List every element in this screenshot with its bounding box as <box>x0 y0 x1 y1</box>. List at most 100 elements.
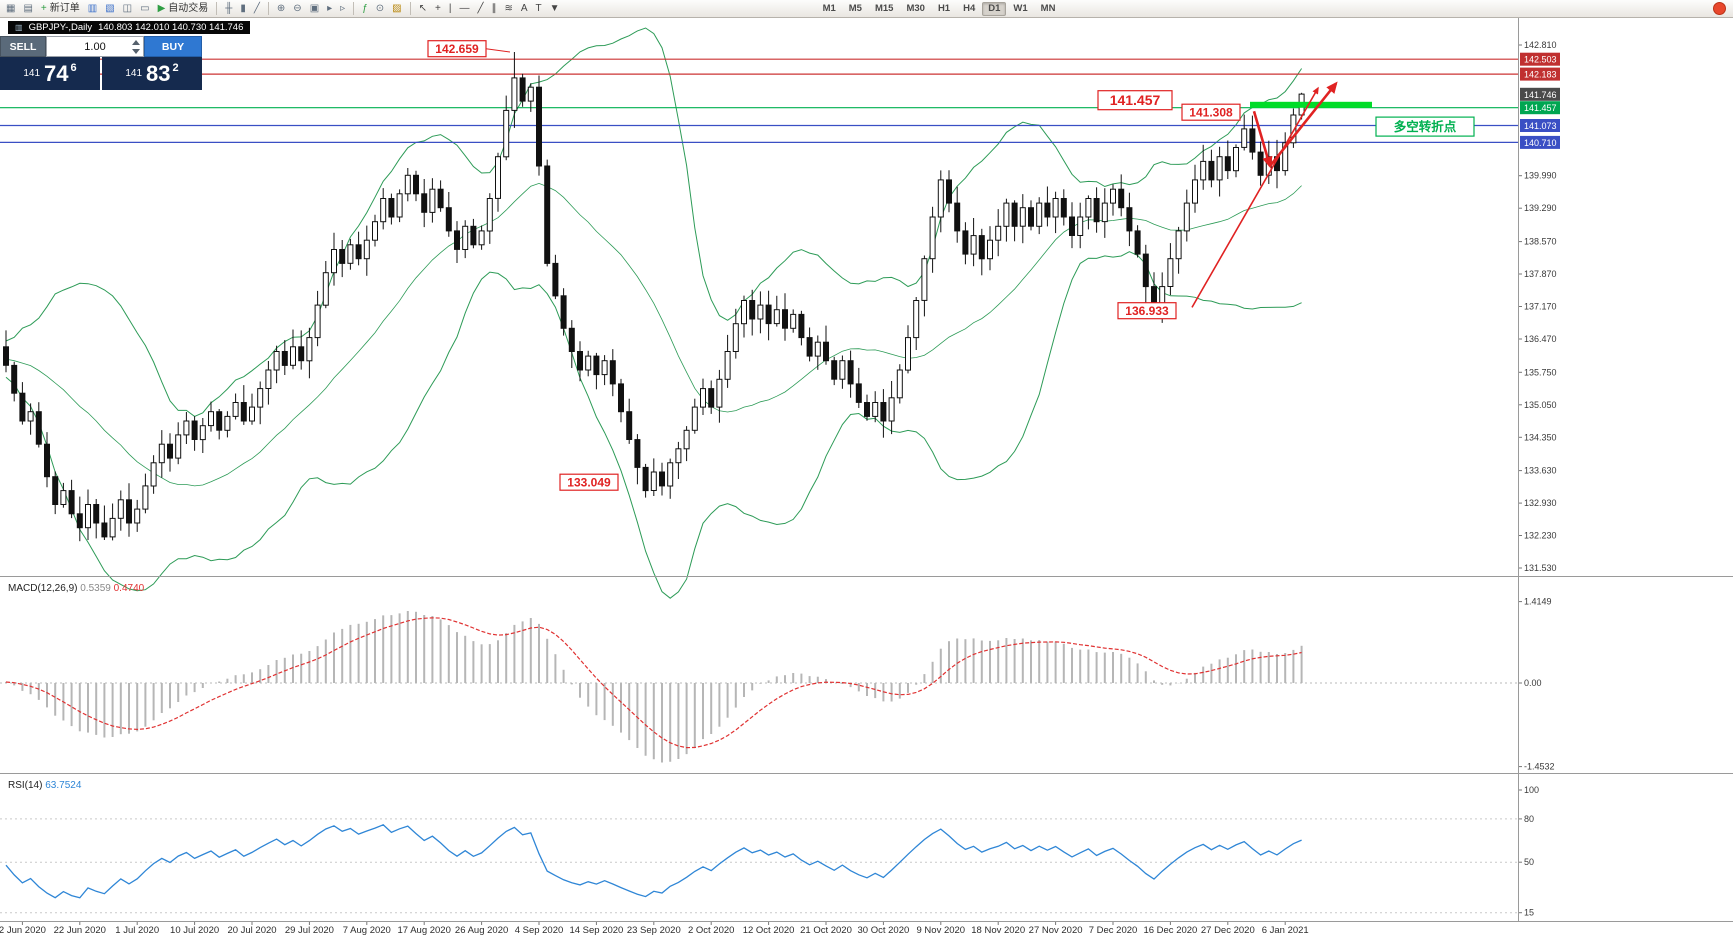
indicators-icon: ƒ <box>362 3 368 14</box>
indicators-icon[interactable]: ƒ <box>359 1 371 16</box>
line-chart-icon[interactable]: ╱ <box>251 1 263 16</box>
equidistant-channel-icon[interactable]: ∥ <box>488 1 499 16</box>
buy-price-big: 83 <box>146 60 171 86</box>
tile-windows-icon[interactable]: ▣ <box>307 1 322 16</box>
svg-text:137.870: 137.870 <box>1524 269 1557 279</box>
periods-icon[interactable]: ⊙ <box>373 1 387 16</box>
svg-text:18 Nov 2020: 18 Nov 2020 <box>971 925 1025 936</box>
templates-icon[interactable]: ▨ <box>389 1 404 16</box>
auto-scroll-icon[interactable]: ▸ <box>324 1 335 16</box>
svg-text:RSI(14) 63.7524: RSI(14) 63.7524 <box>8 780 82 791</box>
auto-scroll-icon: ▸ <box>327 3 333 14</box>
support-zone[interactable] <box>1250 101 1372 108</box>
trendline-icon[interactable]: ╱ <box>474 1 486 16</box>
new-chart-icon[interactable]: ▦ <box>3 1 18 16</box>
annotation-142.659[interactable]: 142.659 <box>427 40 511 58</box>
spinner-down-icon[interactable] <box>131 49 140 54</box>
chart-title-tab[interactable]: ▥ GBPJPY-,Daily 140.803 142.010 140.730 … <box>8 21 251 34</box>
trend-arrow-1[interactable] <box>1191 86 1319 308</box>
svg-text:140.710: 140.710 <box>1524 138 1557 148</box>
zoom-in-icon[interactable]: ⊕ <box>274 1 288 16</box>
horizontal-line-icon[interactable]: — <box>456 1 472 16</box>
price-axis: 142.810 139.990 139.290 138.570 137.870 137.1… <box>1518 40 1557 573</box>
data-window-icon[interactable]: ▧ <box>102 1 117 16</box>
buy-price-prefix: 141 <box>125 68 143 79</box>
buy-button[interactable]: BUY <box>144 36 202 57</box>
svg-text:142.183: 142.183 <box>1524 70 1557 80</box>
chart-icon: ▥ <box>15 23 23 32</box>
rsi-panel: 100 80 50 15 RSI(14) 63.7524 <box>0 780 1539 918</box>
timeframe-h4[interactable]: H4 <box>957 2 981 16</box>
new-order-button[interactable]: + 新订单 <box>38 1 83 16</box>
market-watch-icon[interactable]: ▥ <box>85 1 100 16</box>
candlestick-icon[interactable]: ▮ <box>237 1 249 16</box>
data-window-icon: ▧ <box>105 3 115 14</box>
annotation-133.049[interactable]: 133.049 <box>559 473 619 491</box>
chart-ohlc-values: 140.803 142.010 140.730 141.746 <box>98 22 244 33</box>
connection-status-icon[interactable] <box>1713 2 1726 15</box>
price-marker-141.073: 141.073 <box>1520 119 1560 132</box>
navigator-icon[interactable]: ◫ <box>120 1 135 16</box>
svg-text:142.659: 142.659 <box>435 42 479 56</box>
turning-point-label[interactable]: 多空转折点 <box>1375 116 1475 137</box>
trend-arrow-3[interactable] <box>1268 81 1338 167</box>
toolbar-separator <box>216 2 218 15</box>
spinner-up-icon[interactable] <box>131 40 140 45</box>
sell-price-big: 74 <box>44 60 69 86</box>
timeframe-mn[interactable]: MN <box>1035 2 1062 16</box>
svg-text:21 Oct 2020: 21 Oct 2020 <box>800 925 852 936</box>
text-label-icon: T <box>535 3 542 14</box>
annotation-136.933[interactable]: 136.933 <box>1117 302 1177 320</box>
autotrade-button[interactable]: ▶ 自动交易 <box>155 1 212 16</box>
timeframe-m30[interactable]: M30 <box>900 2 930 16</box>
timeframe-m15[interactable]: M15 <box>869 2 899 16</box>
bar-chart-icon[interactable]: ╫ <box>222 1 235 16</box>
chart-shift-icon[interactable]: ▹ <box>337 1 348 16</box>
volume-spinner[interactable] <box>130 38 141 55</box>
timeframe-h1[interactable]: H1 <box>932 2 956 16</box>
price-marker-141.746: 141.746 <box>1520 87 1560 101</box>
svg-text:135.750: 135.750 <box>1524 367 1557 377</box>
crosshair-icon[interactable]: + <box>432 1 444 16</box>
svg-text:139.290: 139.290 <box>1524 203 1557 213</box>
periods-icon: ⊙ <box>375 3 385 14</box>
volume-value[interactable]: 1.00 <box>84 40 106 53</box>
svg-text:141.457: 141.457 <box>1110 92 1161 108</box>
cursor-icon[interactable]: ↖ <box>416 1 430 16</box>
svg-text:26 Aug 2020: 26 Aug 2020 <box>455 925 508 936</box>
crosshair-icon: + <box>435 3 441 14</box>
svg-text:6 Jan 2021: 6 Jan 2021 <box>1262 925 1309 936</box>
timeframe-w1[interactable]: W1 <box>1007 2 1033 16</box>
sell-price-display[interactable]: 141 74 6 <box>0 57 100 90</box>
text-label-icon[interactable]: T <box>533 1 545 16</box>
profiles-icon[interactable]: ▤ <box>20 1 35 16</box>
text-icon: A <box>520 3 528 14</box>
zoom-out-icon[interactable]: ⊖ <box>290 1 304 16</box>
timeframe-d1[interactable]: D1 <box>982 1 1007 16</box>
annotation-141.308[interactable]: 141.308 <box>1181 103 1241 121</box>
zoom-out-icon: ⊖ <box>293 3 302 14</box>
sell-button[interactable]: SELL <box>0 36 46 57</box>
fibonacci-icon[interactable]: ≋ <box>501 1 515 16</box>
terminal-icon[interactable]: ▭ <box>137 1 152 16</box>
svg-text:1.4149: 1.4149 <box>1524 597 1552 607</box>
text-icon[interactable]: A <box>518 1 531 16</box>
tile-windows-icon: ▣ <box>309 3 320 14</box>
timeframe-m5[interactable]: M5 <box>843 2 868 16</box>
annotation-141.457[interactable]: 141.457 <box>1097 90 1173 111</box>
buy-price-display[interactable]: 141 83 2 <box>102 57 202 90</box>
arrows-tool-icon[interactable]: ▼ <box>547 1 563 16</box>
trend-arrow-2[interactable] <box>1252 110 1273 169</box>
svg-text:4 Sep 2020: 4 Sep 2020 <box>515 925 564 936</box>
volume-field[interactable]: 1.00 <box>46 36 144 57</box>
vertical-line-icon[interactable]: | <box>446 1 455 16</box>
timeframe-m1[interactable]: M1 <box>817 2 842 16</box>
svg-text:0.00: 0.00 <box>1524 678 1542 688</box>
timeframe-group: M1 M5 M15 M30 H1 H4 D1 W1 MN <box>817 1 1062 16</box>
panel-separators[interactable] <box>0 18 1733 922</box>
price-marker-140.710: 140.710 <box>1520 135 1560 149</box>
svg-text:多空转折点: 多空转折点 <box>1394 119 1457 134</box>
chart-shift-icon: ▹ <box>340 3 346 14</box>
